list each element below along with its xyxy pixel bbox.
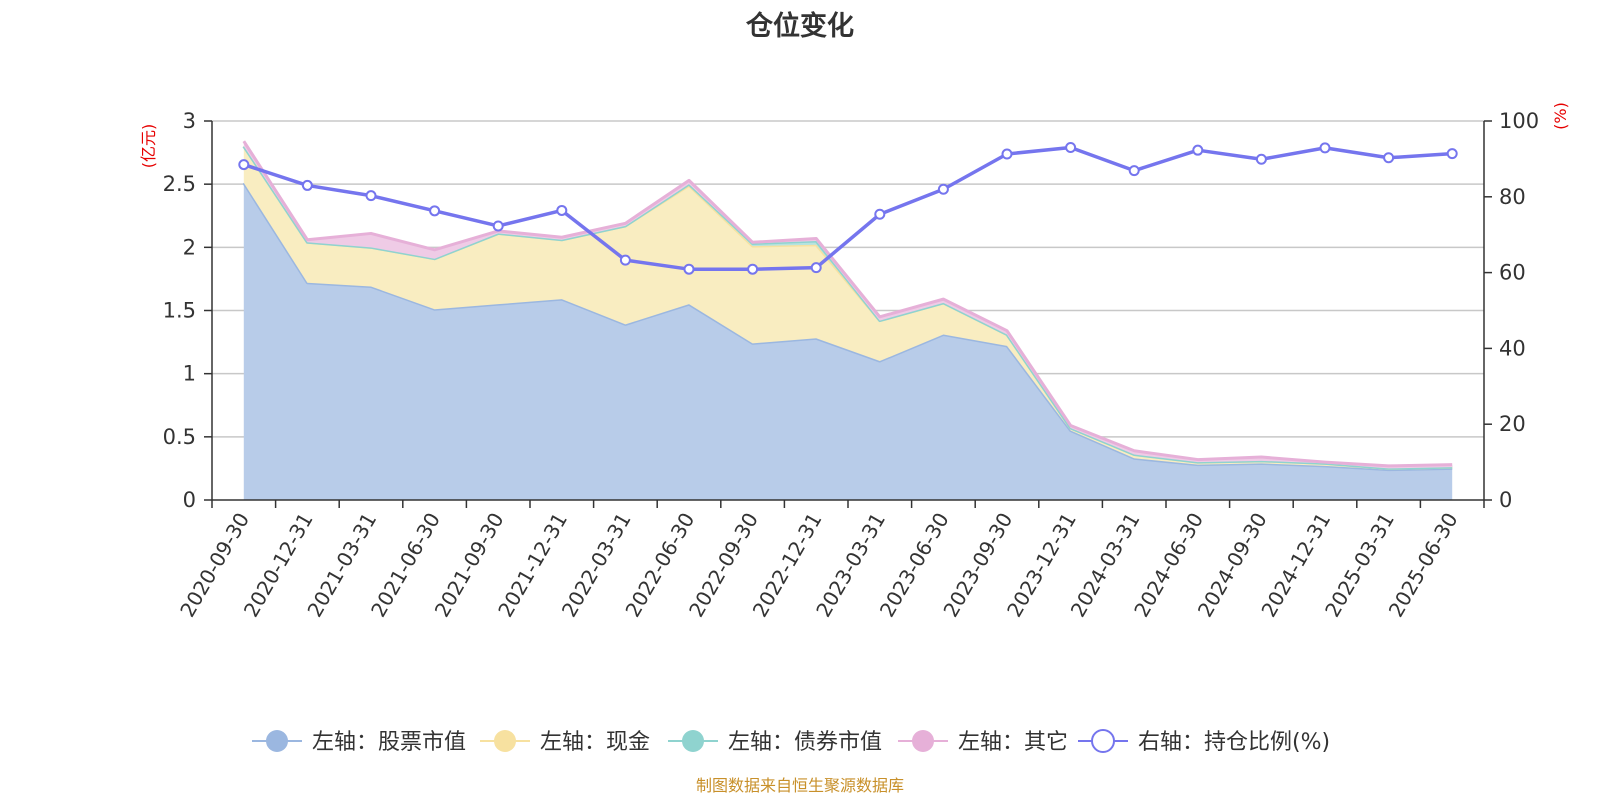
position-ratio-point [1065, 142, 1077, 154]
legend-item-2: 左轴：现金 [480, 730, 650, 755]
position-ratio-point [747, 263, 759, 275]
left-tick-label: 0 [183, 488, 196, 512]
position-ratio-point [937, 183, 949, 195]
right-tick-label: 100 [1499, 109, 1539, 133]
right-tick-label: 0 [1499, 488, 1512, 512]
left-tick-label: 2 [183, 235, 196, 259]
position-ratio-point [301, 179, 313, 191]
position-ratio-path [243, 145, 1453, 271]
position-ratio-point [1319, 142, 1331, 154]
position-ratio-point [238, 159, 250, 171]
legend-item-4: 左轴：其它 [898, 730, 1068, 755]
position-ratio-point [1192, 144, 1204, 156]
position-ratio-point [1446, 148, 1458, 160]
position-ratio-point [556, 204, 568, 216]
position-ratio-line [238, 142, 1458, 275]
left-tick-label: 3 [183, 109, 196, 133]
position-ratio-point [1255, 153, 1267, 165]
position-ratio-point [1128, 165, 1140, 177]
legend-item-5: 右轴：持仓比例(%) [1078, 729, 1330, 755]
legend: 左轴：股票市值 左轴：现金 左轴：债券市值 左轴：其它 右轴：持仓比例(%) [252, 729, 1330, 755]
legend-circle-marker [682, 730, 704, 752]
position-ratio-point [429, 205, 441, 217]
position-ratio-point [1001, 148, 1013, 160]
area-2-fill [243, 146, 1453, 470]
area-4-edge [242, 140, 1453, 468]
position-ratio-point [619, 254, 631, 266]
area-1-fill [243, 182, 1453, 501]
left-axis-unit: (亿元) [139, 124, 158, 169]
legend-label: 左轴：现金 [540, 730, 650, 755]
position-ratio-point [1383, 152, 1395, 164]
chart-title: 仓位变化 [745, 10, 854, 42]
right-tick-label: 20 [1499, 412, 1526, 436]
right-axis-unit: (%) [1551, 102, 1570, 130]
legend-circle-marker [1091, 729, 1115, 753]
position-ratio-point [874, 208, 886, 220]
legend-item-3: 左轴：债券市值 [668, 730, 882, 755]
source-note: 制图数据来自恒生聚源数据库 [696, 776, 904, 795]
left-tick-label: 1.5 [163, 299, 196, 323]
position-ratio-point [810, 262, 822, 274]
right-tick-label: 60 [1499, 261, 1526, 285]
legend-item-1: 左轴：股票市值 [252, 730, 466, 755]
right-tick-label: 80 [1499, 185, 1526, 209]
legend-label: 左轴：股票市值 [312, 730, 466, 755]
legend-label: 左轴：债券市值 [728, 730, 882, 755]
legend-label: 右轴：持仓比例(%) [1138, 730, 1330, 755]
left-tick-label: 0.5 [163, 425, 196, 449]
stacked-areas [242, 140, 1453, 501]
position-ratio-point [683, 263, 695, 275]
position-ratio-point [365, 190, 377, 202]
legend-label: 左轴：其它 [958, 730, 1068, 755]
legend-circle-marker [912, 730, 934, 752]
left-tick-label: 2.5 [163, 172, 196, 196]
left-tick-label: 1 [183, 362, 196, 386]
position-ratio-point [492, 220, 504, 232]
right-tick-label: 40 [1499, 336, 1526, 360]
legend-circle-marker [266, 730, 288, 752]
legend-circle-marker [494, 730, 516, 752]
